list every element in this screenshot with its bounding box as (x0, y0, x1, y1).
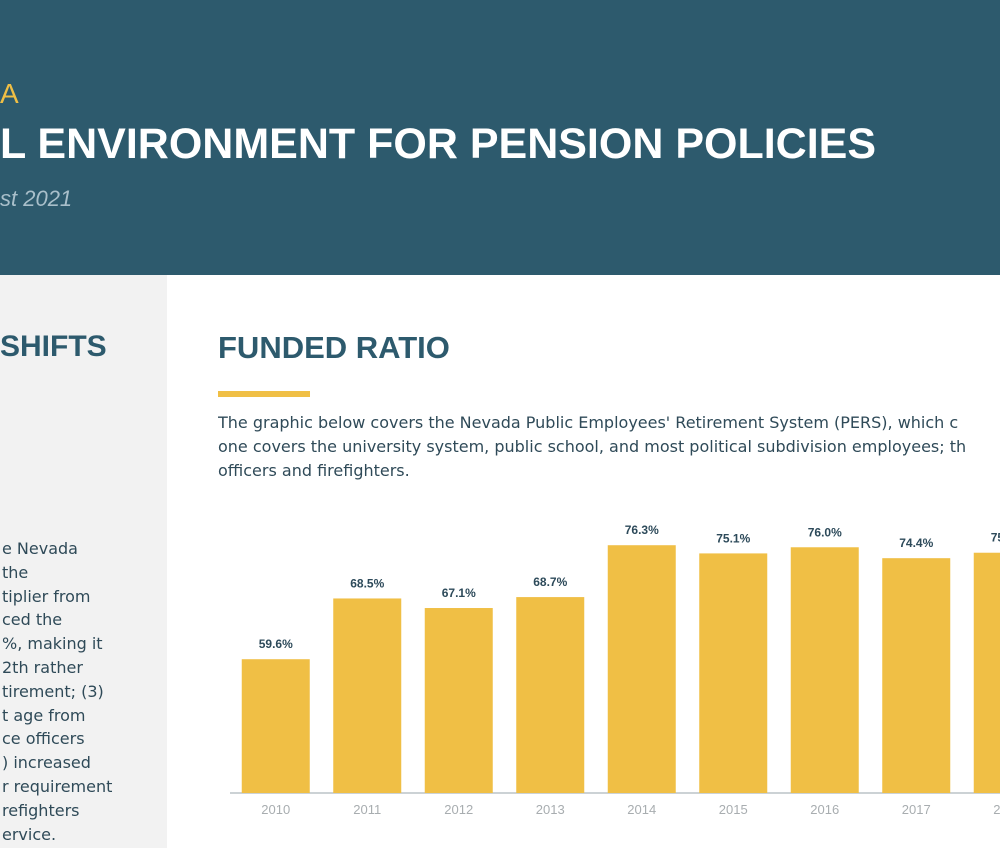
text-line: tirement; (3) (2, 681, 104, 701)
bar (241, 659, 310, 793)
x-tick-label: 2016 (810, 802, 839, 817)
x-tick-label: 2014 (627, 802, 656, 817)
x-tick-label: 2012 (444, 802, 473, 817)
header: A L ENVIRONMENT FOR PENSION POLICIES st … (0, 0, 1000, 275)
sidebar-heading: SHIFTS (0, 330, 107, 363)
kicker: A (0, 78, 19, 109)
sidebar-text: e Nevada the tiplier from ced the %, making … (2, 537, 112, 846)
value-label: 68.5% (350, 576, 384, 590)
text-line: refighters (2, 800, 80, 820)
text-line: ) increased (2, 753, 91, 773)
text-line: the (2, 562, 29, 582)
value-label: 76.3% (625, 523, 659, 537)
x-tick-label: 2015 (719, 802, 748, 817)
x-tick-label: 2010 (261, 802, 290, 817)
chart: 59.6% 2010 68.5% 2011 67.1% 2012 68.7% 2013 76.3… (230, 523, 1000, 817)
text-line: e Nevada (2, 539, 78, 558)
bar (424, 608, 493, 793)
bar (516, 597, 585, 793)
bar (699, 553, 768, 793)
value-label: 75.2% (991, 531, 1000, 545)
page-title: L ENVIRONMENT FOR PENSION POLICIES (0, 120, 877, 168)
bar (607, 545, 676, 793)
x-tick-label: 2011 (353, 802, 381, 817)
value-label: 74.4% (899, 536, 933, 550)
x-tick-label: 2018 (993, 802, 1000, 817)
value-label: 75.1% (716, 531, 750, 545)
text-line: The graphic below covers the Nevada Publ… (218, 413, 959, 432)
bar (882, 558, 951, 793)
value-label: 59.6% (259, 637, 293, 651)
text-line: ced the (2, 610, 63, 630)
value-label: 67.1% (442, 586, 476, 600)
text-line: r requirement (2, 776, 113, 796)
text-line: ce officers (2, 729, 85, 749)
text-line: tiplier from (2, 586, 91, 606)
section-heading: FUNDED RATIO (218, 330, 450, 365)
paragraph: The graphic below covers the Nevada Publ… (218, 411, 1000, 483)
bar (790, 547, 859, 793)
sidebar: SHIFTS e Nevada the tiplier from ced the %, … (0, 275, 167, 848)
x-tick-label: 2013 (536, 802, 565, 817)
text-line: 2th rather (2, 657, 83, 677)
text-line: officers and firefighters. (218, 461, 410, 480)
text-line: one covers the university system, public… (218, 437, 967, 456)
heading-underline (218, 391, 310, 397)
date: st 2021 (0, 186, 73, 211)
text-line: ervice. (2, 824, 57, 844)
x-tick-label: 2017 (902, 802, 931, 817)
text-line: %, making it (2, 634, 103, 654)
bar (333, 598, 402, 793)
value-label: 76.0% (808, 525, 842, 539)
text-line: t age from (2, 705, 86, 725)
value-label: 68.7% (533, 575, 567, 589)
bar (973, 552, 1000, 793)
